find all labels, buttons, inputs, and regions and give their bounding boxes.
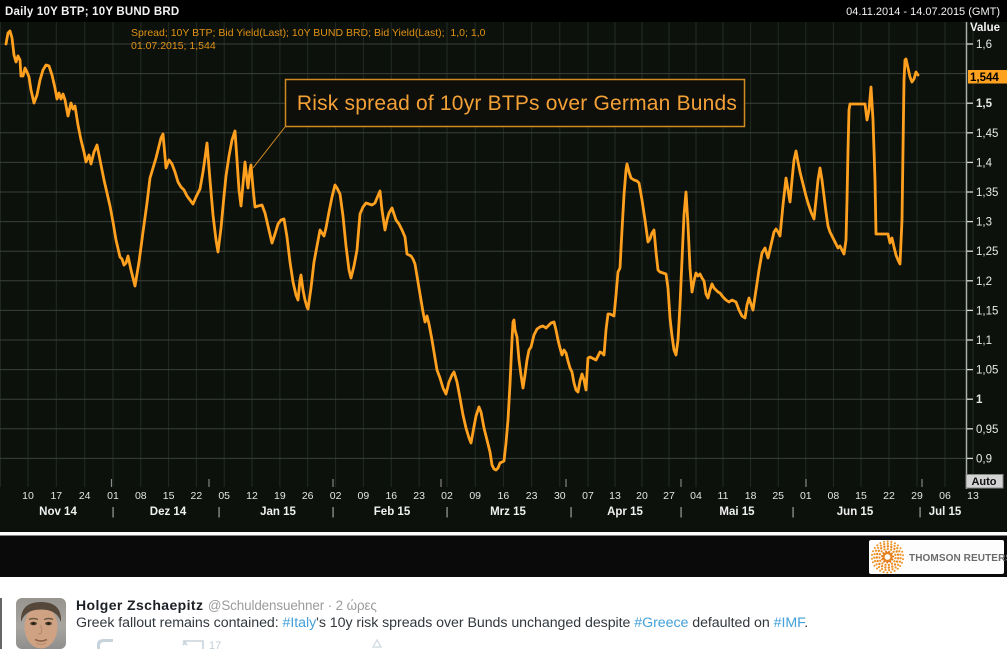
svg-text:|: | <box>570 506 573 518</box>
svg-text:Jun 15: Jun 15 <box>837 506 874 518</box>
svg-text:22: 22 <box>883 490 895 502</box>
svg-text:07: 07 <box>582 490 594 502</box>
svg-text:1,544: 1,544 <box>970 72 999 84</box>
svg-text:04.11.2014 - 14.07.2015 (GMT): 04.11.2014 - 14.07.2015 (GMT) <box>846 6 1000 18</box>
svg-text:1,15: 1,15 <box>976 305 998 317</box>
svg-text:1,3: 1,3 <box>976 217 992 229</box>
svg-text:|: | <box>919 506 922 518</box>
svg-text:02: 02 <box>441 490 453 502</box>
svg-text:Dez 14: Dez 14 <box>150 506 187 518</box>
svg-text:Mai 15: Mai 15 <box>719 506 755 518</box>
svg-text:1,45: 1,45 <box>976 128 998 140</box>
svg-text:Auto: Auto <box>971 476 996 488</box>
svg-text:Jul 15: Jul 15 <box>929 506 962 518</box>
svg-text:Nov 14: Nov 14 <box>39 506 77 518</box>
svg-text:08: 08 <box>135 490 147 502</box>
svg-text:Mrz 15: Mrz 15 <box>490 506 526 518</box>
svg-text:01.07.2015; 1,544: 01.07.2015; 1,544 <box>131 40 216 52</box>
svg-text:13: 13 <box>967 490 979 502</box>
svg-text:|: | <box>792 506 795 518</box>
svg-text:10: 10 <box>22 490 34 502</box>
svg-text:24: 24 <box>79 490 91 502</box>
svg-text:|: | <box>680 506 683 518</box>
svg-text:16: 16 <box>498 490 510 502</box>
svg-text:29: 29 <box>911 490 923 502</box>
svg-text:15: 15 <box>163 490 175 502</box>
svg-text:22: 22 <box>191 490 203 502</box>
svg-text:17: 17 <box>209 640 221 649</box>
svg-text:Jan 15: Jan 15 <box>260 506 296 518</box>
svg-text:26: 26 <box>302 490 314 502</box>
svg-text:19: 19 <box>274 490 286 502</box>
svg-text:09: 09 <box>469 490 481 502</box>
svg-text:11: 11 <box>718 490 729 502</box>
svg-text:01: 01 <box>107 490 119 502</box>
svg-text:|: | <box>446 506 449 518</box>
svg-text:0,9: 0,9 <box>976 453 992 465</box>
svg-text:17: 17 <box>50 490 62 502</box>
svg-text:20: 20 <box>636 490 648 502</box>
svg-text:1,05: 1,05 <box>976 365 998 377</box>
svg-text:1,1: 1,1 <box>976 335 992 347</box>
svg-text:Risk spread of 10yr BTPs over: Risk spread of 10yr BTPs over German Bun… <box>297 92 737 115</box>
svg-text:1,6: 1,6 <box>976 39 992 51</box>
svg-text:16: 16 <box>385 490 397 502</box>
svg-text:15: 15 <box>855 490 867 502</box>
svg-text:|: | <box>332 506 335 518</box>
svg-text:1,4: 1,4 <box>976 157 993 169</box>
svg-text:04: 04 <box>690 490 702 502</box>
svg-text:09: 09 <box>358 490 370 502</box>
svg-text:|: | <box>218 506 221 518</box>
svg-text:30: 30 <box>554 490 566 502</box>
svg-text:18: 18 <box>745 490 757 502</box>
svg-text:27: 27 <box>663 490 675 502</box>
svg-text:1,5: 1,5 <box>976 98 993 110</box>
svg-text:Apr 15: Apr 15 <box>607 506 643 518</box>
svg-text:05: 05 <box>218 490 230 502</box>
svg-text:THOMSON REUTERS: THOMSON REUTERS <box>909 553 1007 564</box>
svg-text:0,95: 0,95 <box>976 424 998 436</box>
svg-text:1,25: 1,25 <box>976 246 998 258</box>
svg-text:1,2: 1,2 <box>976 276 992 288</box>
svg-text:1,35: 1,35 <box>976 187 998 199</box>
svg-text:23: 23 <box>413 490 425 502</box>
svg-text:Spread; 10Y BTP; Bid Yield(Las: Spread; 10Y BTP; Bid Yield(Last); 10Y BU… <box>131 27 486 39</box>
svg-text:1: 1 <box>976 394 983 406</box>
svg-text:08: 08 <box>828 490 840 502</box>
svg-text:Daily 10Y BTP; 10Y BUND BRD: Daily 10Y BTP; 10Y BUND BRD <box>5 6 179 18</box>
svg-text:13: 13 <box>609 490 621 502</box>
svg-text:|: | <box>112 506 115 518</box>
svg-text:25: 25 <box>772 490 784 502</box>
svg-text:23: 23 <box>526 490 538 502</box>
svg-text:06: 06 <box>939 490 951 502</box>
svg-text:01: 01 <box>800 490 812 502</box>
svg-text:Value: Value <box>970 22 1000 34</box>
svg-text:Feb 15: Feb 15 <box>374 506 411 518</box>
svg-text:12: 12 <box>246 490 258 502</box>
svg-text:02: 02 <box>330 490 342 502</box>
